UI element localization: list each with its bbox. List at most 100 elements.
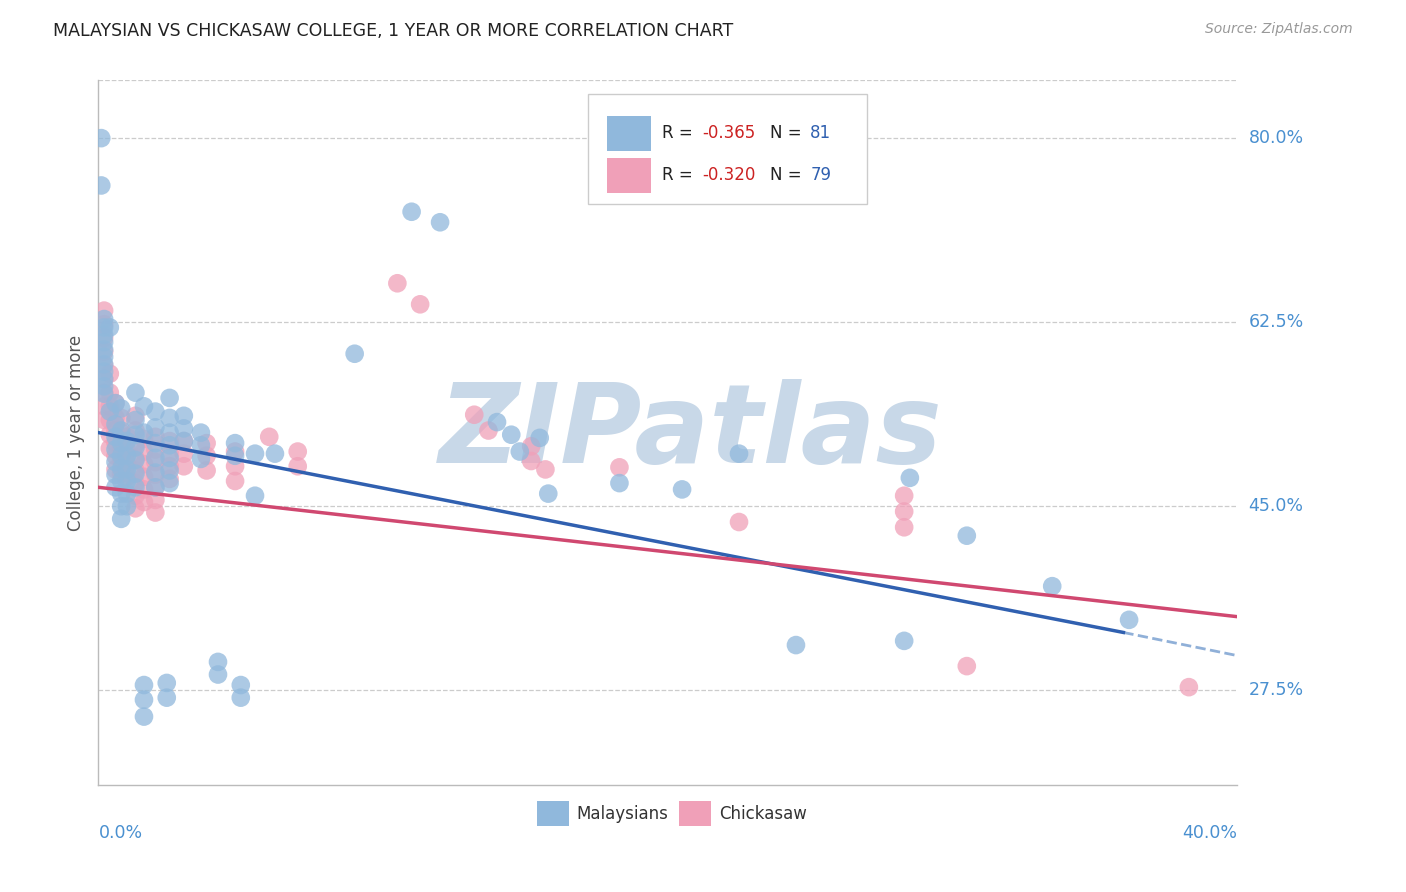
Point xyxy=(145,492,167,507)
Point xyxy=(124,413,146,427)
Point xyxy=(115,434,138,448)
Point xyxy=(224,444,246,458)
Point xyxy=(110,424,132,438)
Point xyxy=(132,432,155,446)
Point xyxy=(124,441,146,455)
Point xyxy=(159,434,181,448)
Bar xyxy=(607,158,651,193)
Point xyxy=(132,483,155,497)
Text: 45.0%: 45.0% xyxy=(1249,497,1303,516)
Point xyxy=(110,512,132,526)
Point xyxy=(93,372,115,386)
Point xyxy=(110,486,132,500)
Point xyxy=(173,459,195,474)
Point xyxy=(145,480,167,494)
Point xyxy=(287,444,309,458)
Point xyxy=(124,453,146,467)
Point xyxy=(124,489,146,503)
Point xyxy=(671,483,693,497)
Point xyxy=(509,444,531,458)
Point xyxy=(243,489,266,503)
Point xyxy=(93,385,115,400)
Point xyxy=(898,471,921,485)
Point xyxy=(145,467,167,482)
Point xyxy=(195,436,218,450)
Point xyxy=(132,692,155,706)
Point xyxy=(110,500,132,514)
Point xyxy=(159,447,181,461)
Point xyxy=(243,447,266,461)
Point xyxy=(93,312,115,326)
Point xyxy=(98,413,121,427)
Point xyxy=(159,450,181,465)
Point xyxy=(609,476,631,491)
Point xyxy=(124,409,146,423)
Point xyxy=(173,421,195,435)
Point xyxy=(104,417,127,432)
Point xyxy=(145,404,167,418)
Point xyxy=(477,424,499,438)
Point xyxy=(115,486,138,500)
Point xyxy=(98,400,121,414)
Text: Chickasaw: Chickasaw xyxy=(718,805,807,822)
Point xyxy=(124,424,146,438)
Text: 62.5%: 62.5% xyxy=(1249,313,1303,331)
Point xyxy=(104,436,127,450)
Point xyxy=(156,690,179,705)
Point xyxy=(132,444,155,458)
Point xyxy=(429,215,451,229)
Point xyxy=(1118,613,1140,627)
Point xyxy=(190,451,212,466)
Point xyxy=(190,438,212,452)
Point xyxy=(173,434,195,448)
Point xyxy=(93,350,115,364)
Point xyxy=(287,459,309,474)
Point xyxy=(115,456,138,470)
Point xyxy=(893,504,915,518)
Point xyxy=(1178,680,1201,694)
Point xyxy=(110,449,132,463)
Point xyxy=(229,690,252,705)
Point xyxy=(98,367,121,381)
Point xyxy=(104,480,127,494)
Point xyxy=(132,400,155,414)
Point xyxy=(259,430,281,444)
Point xyxy=(104,467,127,482)
Point xyxy=(93,357,115,371)
Point xyxy=(1040,579,1063,593)
Y-axis label: College, 1 year or more: College, 1 year or more xyxy=(66,334,84,531)
Point xyxy=(98,427,121,442)
Point xyxy=(104,449,127,463)
Point xyxy=(224,436,246,450)
Point xyxy=(159,463,181,477)
Point xyxy=(145,420,167,434)
Point xyxy=(110,401,132,416)
Point xyxy=(132,678,155,692)
Point xyxy=(893,489,915,503)
Point xyxy=(207,655,229,669)
Point xyxy=(93,365,115,379)
Point xyxy=(190,425,212,440)
Point xyxy=(132,425,155,440)
Text: MALAYSIAN VS CHICKASAW COLLEGE, 1 YEAR OR MORE CORRELATION CHART: MALAYSIAN VS CHICKASAW COLLEGE, 1 YEAR O… xyxy=(53,22,734,40)
Point xyxy=(145,436,167,450)
Point xyxy=(173,447,195,461)
FancyBboxPatch shape xyxy=(588,95,868,203)
Point xyxy=(124,467,146,481)
Text: ZIPatlas: ZIPatlas xyxy=(439,379,942,486)
Point xyxy=(132,495,155,509)
Text: 80.0%: 80.0% xyxy=(1249,129,1303,147)
Point xyxy=(110,439,132,453)
Point xyxy=(893,633,915,648)
Bar xyxy=(679,801,711,826)
Point xyxy=(98,320,121,334)
Point xyxy=(124,480,146,494)
Point xyxy=(145,430,167,444)
Point xyxy=(159,472,181,486)
Point xyxy=(159,410,181,425)
Point xyxy=(104,410,127,425)
Point xyxy=(124,437,146,451)
Point xyxy=(124,385,146,400)
Point xyxy=(93,413,115,427)
Point xyxy=(224,474,246,488)
